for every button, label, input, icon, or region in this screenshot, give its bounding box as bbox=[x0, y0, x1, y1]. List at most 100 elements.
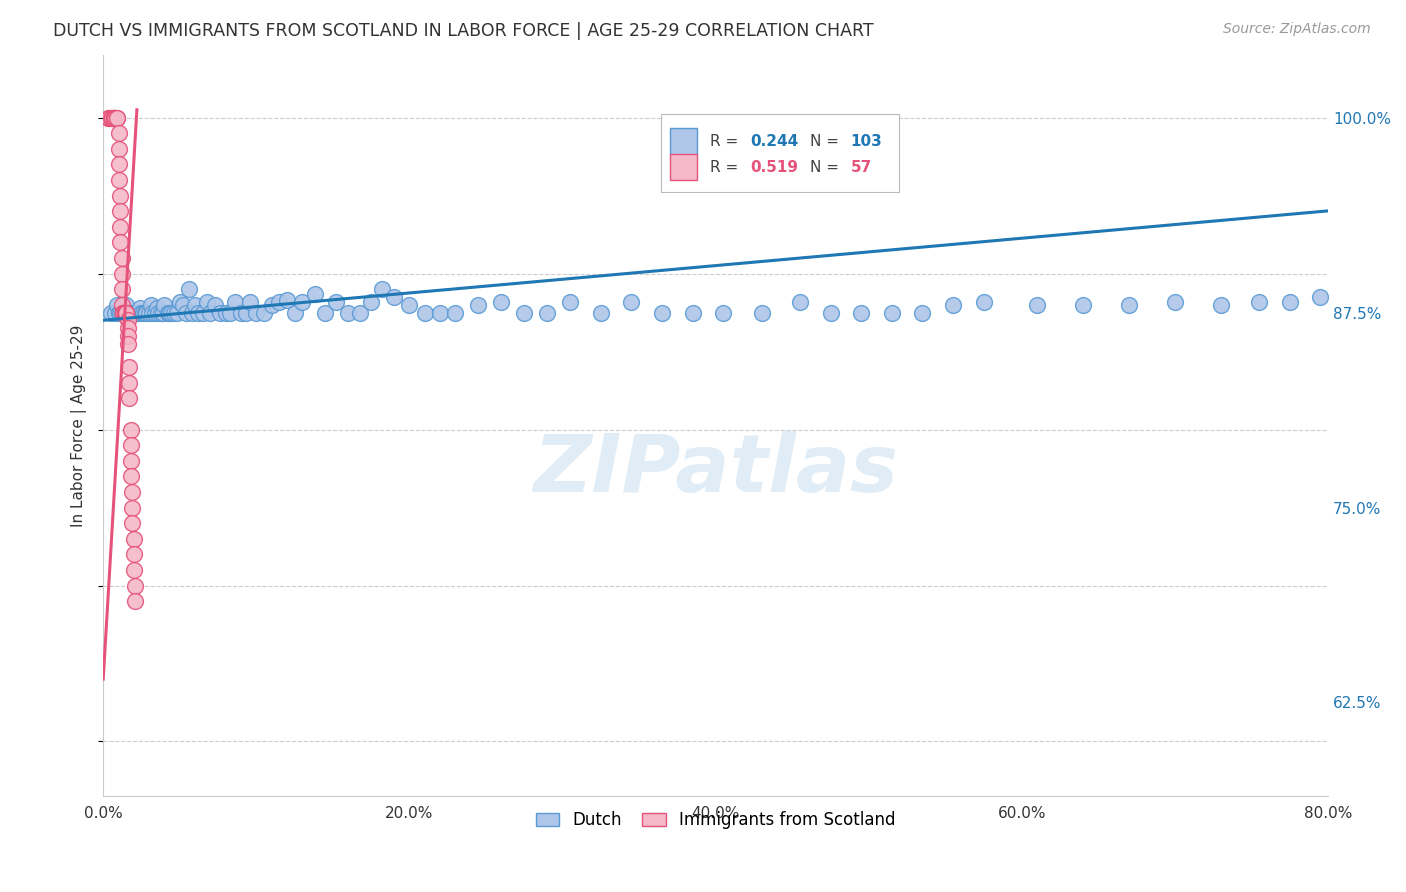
Point bbox=[120, 453, 142, 467]
Point bbox=[100, 305, 122, 319]
Point bbox=[120, 469, 142, 483]
Point bbox=[124, 305, 146, 319]
Point bbox=[911, 305, 934, 319]
Point bbox=[131, 305, 153, 319]
Point bbox=[141, 305, 163, 319]
Point bbox=[122, 532, 145, 546]
Point bbox=[245, 305, 267, 319]
Point bbox=[382, 290, 405, 304]
Point bbox=[260, 298, 283, 312]
Point bbox=[174, 305, 197, 319]
Point bbox=[118, 376, 141, 390]
Point bbox=[108, 219, 131, 234]
Point bbox=[200, 305, 222, 319]
Point bbox=[163, 305, 186, 319]
Point bbox=[942, 298, 965, 312]
Point bbox=[239, 294, 262, 309]
Point bbox=[1333, 286, 1355, 301]
Point bbox=[127, 305, 149, 319]
Point bbox=[107, 173, 129, 187]
Point bbox=[191, 305, 214, 319]
Point bbox=[117, 329, 139, 343]
Point bbox=[513, 305, 536, 319]
Point bbox=[560, 294, 582, 309]
Point bbox=[115, 298, 138, 312]
Point bbox=[112, 305, 135, 319]
Point bbox=[100, 111, 122, 125]
Point bbox=[107, 157, 129, 171]
Point bbox=[118, 305, 141, 319]
Point bbox=[229, 305, 252, 319]
Point bbox=[101, 111, 124, 125]
Point bbox=[107, 305, 129, 319]
Point bbox=[110, 305, 132, 319]
Point bbox=[789, 294, 811, 309]
Point bbox=[276, 293, 298, 307]
Point bbox=[1355, 282, 1378, 296]
Point bbox=[429, 305, 451, 319]
Point bbox=[114, 305, 136, 319]
Point bbox=[536, 305, 558, 319]
Point bbox=[103, 111, 125, 125]
Point bbox=[291, 294, 314, 309]
Text: 57: 57 bbox=[851, 160, 872, 175]
Point bbox=[107, 126, 129, 140]
Point bbox=[284, 305, 307, 319]
Point bbox=[1026, 298, 1049, 312]
Point bbox=[159, 305, 181, 319]
Point bbox=[101, 111, 124, 125]
Point bbox=[114, 305, 136, 319]
Point bbox=[115, 305, 138, 319]
Point bbox=[122, 305, 145, 319]
Point bbox=[973, 294, 995, 309]
Point bbox=[110, 251, 132, 265]
Point bbox=[118, 392, 141, 406]
Point bbox=[120, 423, 142, 437]
Point bbox=[112, 305, 135, 319]
Point bbox=[110, 298, 132, 312]
Point bbox=[166, 305, 188, 319]
Point bbox=[215, 305, 238, 319]
Point bbox=[112, 305, 135, 319]
Text: 103: 103 bbox=[851, 135, 882, 149]
Text: N =: N = bbox=[810, 160, 844, 175]
Point bbox=[1278, 294, 1301, 309]
Legend: Dutch, Immigrants from Scotland: Dutch, Immigrants from Scotland bbox=[529, 805, 903, 836]
Point bbox=[184, 298, 207, 312]
Text: 0.244: 0.244 bbox=[749, 135, 799, 149]
Point bbox=[115, 305, 138, 319]
Point bbox=[121, 500, 143, 515]
Point bbox=[157, 305, 180, 319]
Point bbox=[121, 305, 143, 319]
Point bbox=[110, 282, 132, 296]
Point bbox=[129, 301, 152, 315]
Point bbox=[108, 204, 131, 219]
Point bbox=[208, 305, 231, 319]
Point bbox=[219, 305, 242, 319]
Point bbox=[491, 294, 513, 309]
Point bbox=[108, 235, 131, 250]
Point bbox=[1378, 274, 1400, 288]
Point bbox=[134, 305, 156, 319]
Point bbox=[98, 111, 121, 125]
Text: R =: R = bbox=[710, 135, 742, 149]
Point bbox=[122, 547, 145, 561]
Point bbox=[108, 305, 131, 319]
FancyBboxPatch shape bbox=[661, 114, 900, 192]
Point bbox=[1209, 298, 1232, 312]
Point bbox=[413, 305, 436, 319]
Point bbox=[112, 305, 135, 319]
FancyBboxPatch shape bbox=[671, 128, 697, 155]
Point bbox=[114, 305, 136, 319]
Point bbox=[360, 294, 382, 309]
Point bbox=[153, 298, 176, 312]
Point bbox=[103, 111, 125, 125]
Point bbox=[104, 111, 127, 125]
Point bbox=[1164, 294, 1187, 309]
Point bbox=[114, 305, 136, 319]
Point bbox=[125, 305, 148, 319]
Point bbox=[444, 305, 467, 319]
Y-axis label: In Labor Force | Age 25-29: In Labor Force | Age 25-29 bbox=[72, 325, 87, 527]
Point bbox=[107, 142, 129, 156]
Point bbox=[181, 305, 204, 319]
